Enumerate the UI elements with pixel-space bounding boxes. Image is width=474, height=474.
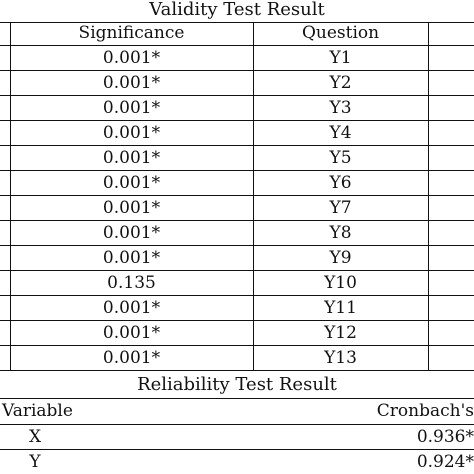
validity-question-cell: Y1: [329, 48, 352, 68]
validity-question-cell: Y3: [329, 98, 352, 118]
validity-significance-cell: 0.001*: [102, 223, 161, 243]
validity-question-cell: Y11: [324, 298, 357, 318]
validity-row-rule: [0, 145, 474, 146]
validity-significance-cell: 0.001*: [102, 48, 161, 68]
validity-significance-cell: 0.001*: [102, 198, 161, 218]
validity-question-cell: Y5: [329, 148, 352, 168]
reliability-variable-x: X: [28, 427, 42, 447]
validity-col-line-2: [253, 22, 254, 370]
validity-question-cell: Y13: [324, 348, 357, 368]
validity-title: Validity Test Result: [149, 0, 325, 20]
validity-row-rule: [0, 295, 474, 296]
reliability-top-rule: [0, 398, 474, 399]
validity-significance-cell: 0.001*: [102, 73, 161, 93]
reliability-title: Reliability Test Result: [137, 374, 337, 395]
validity-bottom-rule: [0, 370, 474, 371]
validity-significance-cell: 0.001*: [102, 123, 161, 143]
validity-col-line-3: [428, 22, 429, 370]
validity-row-rule: [0, 95, 474, 96]
header-cronbach: Cronbach's: [376, 401, 474, 421]
validity-significance-cell: 0.001*: [102, 298, 161, 318]
validity-question-cell: Y6: [329, 173, 352, 193]
validity-row-rule: [0, 120, 474, 121]
validity-row-rule: [0, 70, 474, 71]
validity-row-rule: [0, 245, 474, 246]
header-significance: Significance: [78, 23, 185, 43]
validity-row-rule: [0, 345, 474, 346]
header-question: Question: [301, 23, 380, 43]
validity-significance-cell: 0.001*: [102, 248, 161, 268]
reliability-variable-y: Y: [29, 452, 41, 472]
validity-significance-cell: 0.001*: [102, 173, 161, 193]
validity-row-rule: [0, 320, 474, 321]
validity-row-rule: [0, 170, 474, 171]
validity-question-cell: Y7: [329, 198, 352, 218]
reliability-cronbach-y: 0.924*: [416, 452, 474, 472]
validity-col-line-1: [10, 22, 11, 370]
validity-significance-cell: 0.001*: [102, 348, 161, 368]
reliability-header-rule: [0, 424, 474, 425]
reliability-row-rule-1: [0, 449, 474, 450]
validity-significance-cell: 0.001*: [102, 323, 161, 343]
validity-row-rule: [0, 220, 474, 221]
validity-row-rule: [0, 270, 474, 271]
reliability-cronbach-x: 0.936*: [416, 427, 474, 447]
validity-significance-cell: 0.135: [107, 273, 156, 293]
header-variable: Variable: [2, 401, 73, 421]
validity-significance-cell: 0.001*: [102, 98, 161, 118]
validity-question-cell: Y10: [324, 273, 357, 293]
validity-question-cell: Y12: [324, 323, 357, 343]
validity-top-rule: [0, 22, 474, 23]
validity-question-cell: Y8: [329, 223, 352, 243]
validity-row-rule: [0, 195, 474, 196]
validity-question-cell: Y9: [329, 248, 352, 268]
validity-question-cell: Y2: [329, 73, 352, 93]
validity-question-cell: Y4: [329, 123, 352, 143]
validity-header-rule: [0, 45, 474, 46]
validity-significance-cell: 0.001*: [102, 148, 161, 168]
